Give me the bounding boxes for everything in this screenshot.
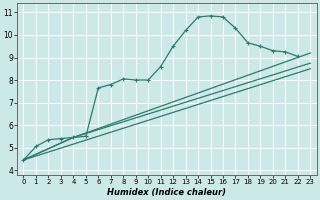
X-axis label: Humidex (Indice chaleur): Humidex (Indice chaleur) (108, 188, 226, 197)
